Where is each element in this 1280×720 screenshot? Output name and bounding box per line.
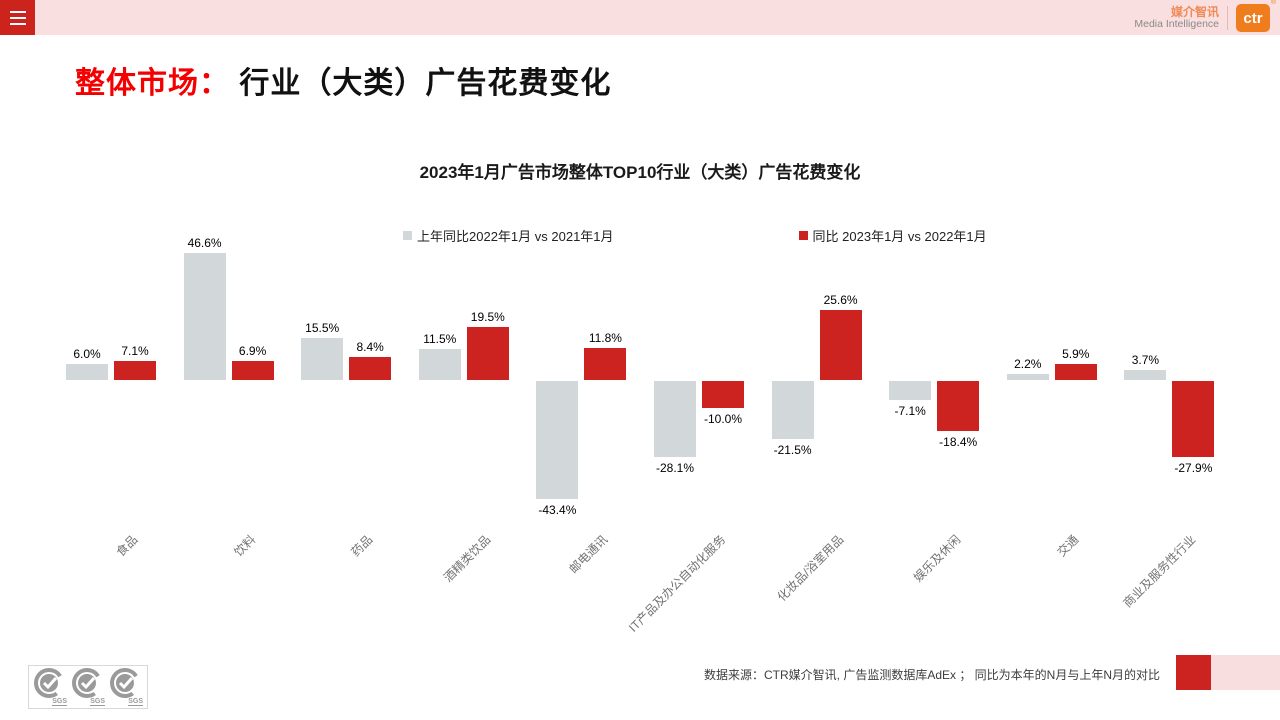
bar bbox=[418, 348, 461, 380]
bar-value-label: -10.0% bbox=[703, 412, 743, 427]
bar bbox=[231, 361, 274, 380]
bar bbox=[1124, 369, 1167, 380]
bar-value-label: 8.4% bbox=[356, 340, 384, 355]
bar-value-label: 6.0% bbox=[73, 346, 101, 361]
brand-text: 媒介智讯 Media Intelligence bbox=[1134, 4, 1219, 31]
chart-legend: 上年同比2022年1月 vs 2021年1月 同比 2023年1月 vs 202… bbox=[403, 226, 987, 245]
page-title-rest: 行业（大类）广告花费变化 bbox=[230, 67, 612, 100]
bar-value-label: 15.5% bbox=[305, 320, 340, 335]
bar-value-label: -27.9% bbox=[1174, 460, 1213, 475]
legend-item-yoy: 同比 2023年1月 vs 2022年1月 bbox=[798, 226, 987, 245]
legend-swatch-gray bbox=[403, 231, 412, 240]
bar bbox=[702, 381, 744, 409]
page-title-highlight: 整体市场： bbox=[75, 67, 230, 100]
legend-swatch-red bbox=[798, 231, 808, 240]
bar bbox=[1172, 381, 1215, 457]
bar bbox=[654, 381, 696, 458]
bar-value-label: 5.9% bbox=[1062, 346, 1090, 361]
bar bbox=[771, 381, 814, 440]
brand-separator bbox=[1227, 6, 1228, 30]
bar-value-label: -7.1% bbox=[894, 404, 926, 419]
sgs-certification-logos: SGS SGS SGS bbox=[28, 665, 148, 709]
bar-value-label: 3.7% bbox=[1131, 352, 1160, 367]
brand-block: 媒介智讯 Media Intelligence ctr ® bbox=[1134, 0, 1276, 33]
legend-label: 同比 2023年1月 vs 2022年1月 bbox=[812, 229, 987, 244]
bar-value-label: 7.1% bbox=[121, 343, 149, 358]
bar-value-label: -21.5% bbox=[773, 443, 812, 458]
bar bbox=[1054, 363, 1097, 380]
bar bbox=[66, 363, 108, 380]
hamburger-menu-button[interactable] bbox=[0, 0, 35, 35]
footer-pink-block bbox=[1211, 655, 1280, 690]
bar-value-label: 11.8% bbox=[588, 330, 622, 345]
sgs-badge-icon: SGS bbox=[70, 668, 106, 706]
bar bbox=[819, 310, 862, 380]
bar-value-label: -43.4% bbox=[538, 503, 577, 518]
legend-label: 上年同比2022年1月 vs 2021年1月 bbox=[417, 229, 614, 244]
bar-value-label: 11.5% bbox=[423, 331, 457, 346]
bar bbox=[536, 381, 579, 500]
brand-name-cn: 媒介智讯 bbox=[1170, 4, 1219, 19]
legend-item-prev-yoy: 上年同比2022年1月 vs 2021年1月 bbox=[403, 226, 614, 245]
hamburger-icon bbox=[9, 10, 26, 13]
hamburger-icon bbox=[9, 16, 26, 19]
bar bbox=[183, 253, 226, 380]
top-bar: 媒介智讯 Media Intelligence ctr ® bbox=[0, 0, 1280, 35]
registered-mark-icon: ® bbox=[1270, 0, 1276, 6]
bar bbox=[937, 381, 980, 432]
sgs-badge-icon: SGS bbox=[32, 668, 68, 706]
bar bbox=[301, 337, 344, 380]
bar-value-label: -18.4% bbox=[939, 435, 978, 450]
ctr-logo-text: ctr bbox=[1243, 9, 1263, 27]
bar-value-label: 46.6% bbox=[187, 236, 222, 251]
brand-name-en: Media Intelligence bbox=[1134, 17, 1219, 30]
data-source-note: 数据来源：CTR媒介智讯, 广告监测数据库AdEx ； 同比为本年的N月与上年N… bbox=[703, 668, 1160, 682]
bar bbox=[466, 326, 509, 380]
bar bbox=[889, 381, 932, 401]
chart-title: 2023年1月广告市场整体TOP10行业（大类）广告花费变化 bbox=[419, 163, 861, 182]
sgs-badge-icon: SGS bbox=[108, 668, 144, 706]
hamburger-icon bbox=[9, 22, 26, 25]
bar-value-label: 19.5% bbox=[470, 309, 505, 324]
ctr-logo: ctr ® bbox=[1236, 0, 1276, 32]
bar-value-label: 2.2% bbox=[1014, 357, 1042, 372]
bar-value-label: 6.9% bbox=[238, 344, 267, 359]
bar bbox=[1006, 374, 1049, 380]
sgs-label: SGS bbox=[90, 698, 105, 706]
sgs-label: SGS bbox=[52, 698, 67, 706]
footer-red-block bbox=[1176, 655, 1211, 690]
bar bbox=[349, 357, 392, 380]
bar bbox=[114, 360, 156, 380]
sgs-label: SGS bbox=[128, 698, 143, 706]
bar bbox=[584, 347, 627, 380]
bar-value-label: 25.6% bbox=[823, 293, 858, 308]
page-title: 整体市场： 行业（大类）广告花费变化 bbox=[75, 58, 611, 102]
bar-value-label: -28.1% bbox=[655, 461, 695, 476]
